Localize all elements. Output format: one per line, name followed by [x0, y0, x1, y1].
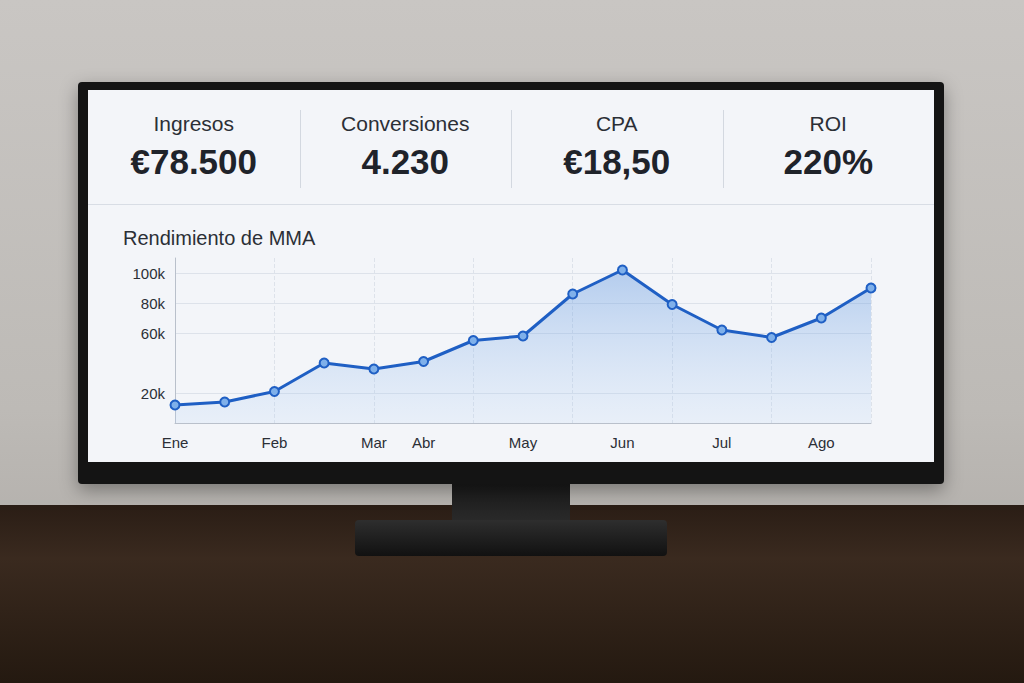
html-text:€78.500: €78.500 [130, 142, 257, 181]
html-text:220%: 220% [783, 142, 873, 181]
svg-text:20k: 20k [141, 385, 166, 402]
svg-text:Mar: Mar [361, 434, 387, 451]
svg-text:Jul: Jul [712, 434, 731, 451]
svg-text:100k: 100k [132, 265, 165, 282]
svg-text:Ago: Ago [808, 434, 835, 451]
html-text:Ingresos: Ingresos [153, 112, 234, 135]
html-text:€18,50: €18,50 [563, 142, 671, 181]
html-text:4.230: 4.230 [361, 142, 449, 181]
svg-text:Feb: Feb [261, 434, 287, 451]
svg-text:Ene: Ene [162, 434, 189, 451]
svg-text:60k: 60k [141, 325, 166, 342]
svg-text:May: May [509, 434, 538, 451]
svg-text:Abr: Abr [412, 434, 435, 451]
svg-text:80k: 80k [141, 295, 166, 312]
html-text:CPA: CPA [595, 112, 638, 135]
html-text:Conversiones: Conversiones [341, 112, 470, 135]
svg-text:Jun: Jun [610, 434, 634, 451]
html-text:ROI: ROI [809, 112, 847, 135]
svg-text:Rendimiento de MMA: Rendimiento de MMA [123, 227, 316, 249]
